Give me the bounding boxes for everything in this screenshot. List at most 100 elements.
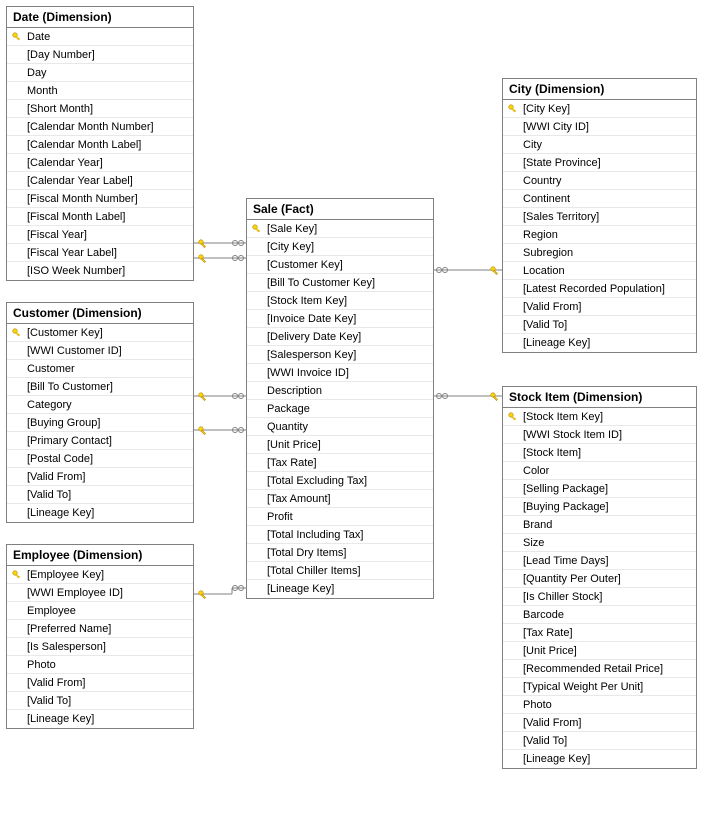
- table-header-city[interactable]: City (Dimension): [503, 79, 696, 100]
- table-column[interactable]: Day: [7, 64, 193, 82]
- table-column[interactable]: Category: [7, 396, 193, 414]
- table-column[interactable]: [Bill To Customer]: [7, 378, 193, 396]
- table-column[interactable]: [Recommended Retail Price]: [503, 660, 696, 678]
- table-column[interactable]: [Tax Rate]: [503, 624, 696, 642]
- table-column[interactable]: [Typical Weight Per Unit]: [503, 678, 696, 696]
- table-column[interactable]: [Selling Package]: [503, 480, 696, 498]
- table-column[interactable]: [Valid From]: [7, 674, 193, 692]
- table-column[interactable]: Customer: [7, 360, 193, 378]
- table-column[interactable]: [Bill To Customer Key]: [247, 274, 433, 292]
- table-city[interactable]: City (Dimension)[City Key][WWI City ID]C…: [502, 78, 697, 353]
- table-column[interactable]: [Lineage Key]: [7, 710, 193, 728]
- table-column[interactable]: [Delivery Date Key]: [247, 328, 433, 346]
- table-column[interactable]: Quantity: [247, 418, 433, 436]
- table-column[interactable]: [Buying Package]: [503, 498, 696, 516]
- table-column[interactable]: Size: [503, 534, 696, 552]
- table-column[interactable]: [Fiscal Year Label]: [7, 244, 193, 262]
- table-column[interactable]: [Total Dry Items]: [247, 544, 433, 562]
- table-column[interactable]: Photo: [503, 696, 696, 714]
- table-column[interactable]: [Valid From]: [503, 298, 696, 316]
- table-column[interactable]: [Lineage Key]: [503, 334, 696, 352]
- table-column[interactable]: Country: [503, 172, 696, 190]
- table-sale[interactable]: Sale (Fact)[Sale Key][City Key][Customer…: [246, 198, 434, 599]
- table-column[interactable]: Subregion: [503, 244, 696, 262]
- table-column[interactable]: Location: [503, 262, 696, 280]
- table-column[interactable]: [Sale Key]: [247, 220, 433, 238]
- table-column[interactable]: [Short Month]: [7, 100, 193, 118]
- table-column[interactable]: [Valid From]: [7, 468, 193, 486]
- table-column[interactable]: [WWI City ID]: [503, 118, 696, 136]
- table-column[interactable]: [WWI Customer ID]: [7, 342, 193, 360]
- table-column[interactable]: [Valid To]: [7, 692, 193, 710]
- table-customer[interactable]: Customer (Dimension)[Customer Key][WWI C…: [6, 302, 194, 523]
- table-column[interactable]: [Unit Price]: [503, 642, 696, 660]
- table-column[interactable]: [Total Including Tax]: [247, 526, 433, 544]
- table-column[interactable]: Employee: [7, 602, 193, 620]
- table-column[interactable]: [Primary Contact]: [7, 432, 193, 450]
- table-column[interactable]: [Postal Code]: [7, 450, 193, 468]
- table-column[interactable]: [Fiscal Year]: [7, 226, 193, 244]
- table-column[interactable]: [Fiscal Month Number]: [7, 190, 193, 208]
- table-column[interactable]: [Customer Key]: [247, 256, 433, 274]
- table-column[interactable]: Barcode: [503, 606, 696, 624]
- table-column[interactable]: [Quantity Per Outer]: [503, 570, 696, 588]
- table-column[interactable]: Profit: [247, 508, 433, 526]
- table-column[interactable]: [Lineage Key]: [7, 504, 193, 522]
- table-column[interactable]: Date: [7, 28, 193, 46]
- table-header-sale[interactable]: Sale (Fact): [247, 199, 433, 220]
- table-column[interactable]: [Calendar Month Label]: [7, 136, 193, 154]
- table-column[interactable]: [Unit Price]: [247, 436, 433, 454]
- table-column[interactable]: [Stock Item Key]: [247, 292, 433, 310]
- table-column[interactable]: [Lineage Key]: [503, 750, 696, 768]
- table-column[interactable]: [Lead Time Days]: [503, 552, 696, 570]
- table-column[interactable]: [Calendar Month Number]: [7, 118, 193, 136]
- table-header-employee[interactable]: Employee (Dimension): [7, 545, 193, 566]
- table-column[interactable]: [Day Number]: [7, 46, 193, 64]
- table-column[interactable]: [ISO Week Number]: [7, 262, 193, 280]
- table-column[interactable]: [Customer Key]: [7, 324, 193, 342]
- table-column[interactable]: [Stock Item Key]: [503, 408, 696, 426]
- table-column[interactable]: [Total Excluding Tax]: [247, 472, 433, 490]
- table-column[interactable]: [WWI Invoice ID]: [247, 364, 433, 382]
- table-header-stock[interactable]: Stock Item (Dimension): [503, 387, 696, 408]
- table-column[interactable]: Package: [247, 400, 433, 418]
- table-column[interactable]: [Total Chiller Items]: [247, 562, 433, 580]
- table-column[interactable]: [WWI Stock Item ID]: [503, 426, 696, 444]
- table-column[interactable]: City: [503, 136, 696, 154]
- table-column[interactable]: Color: [503, 462, 696, 480]
- table-column[interactable]: Brand: [503, 516, 696, 534]
- table-column[interactable]: [Is Salesperson]: [7, 638, 193, 656]
- table-column[interactable]: [Employee Key]: [7, 566, 193, 584]
- table-column[interactable]: [Stock Item]: [503, 444, 696, 462]
- table-column[interactable]: [Lineage Key]: [247, 580, 433, 598]
- table-column[interactable]: [Latest Recorded Population]: [503, 280, 696, 298]
- table-column[interactable]: [WWI Employee ID]: [7, 584, 193, 602]
- table-header-customer[interactable]: Customer (Dimension): [7, 303, 193, 324]
- table-column[interactable]: Continent: [503, 190, 696, 208]
- table-column[interactable]: [Calendar Year]: [7, 154, 193, 172]
- table-column[interactable]: [Valid To]: [7, 486, 193, 504]
- table-header-date[interactable]: Date (Dimension): [7, 7, 193, 28]
- table-column[interactable]: [Preferred Name]: [7, 620, 193, 638]
- table-column[interactable]: [Is Chiller Stock]: [503, 588, 696, 606]
- table-column[interactable]: [Valid To]: [503, 316, 696, 334]
- table-column[interactable]: [Fiscal Month Label]: [7, 208, 193, 226]
- table-column[interactable]: [Valid From]: [503, 714, 696, 732]
- table-column[interactable]: [Invoice Date Key]: [247, 310, 433, 328]
- table-column[interactable]: [Buying Group]: [7, 414, 193, 432]
- table-column[interactable]: Description: [247, 382, 433, 400]
- table-column[interactable]: [City Key]: [503, 100, 696, 118]
- table-column[interactable]: [Tax Amount]: [247, 490, 433, 508]
- table-column[interactable]: [Calendar Year Label]: [7, 172, 193, 190]
- table-column[interactable]: [Sales Territory]: [503, 208, 696, 226]
- table-column[interactable]: [Valid To]: [503, 732, 696, 750]
- table-stock[interactable]: Stock Item (Dimension)[Stock Item Key][W…: [502, 386, 697, 769]
- table-column[interactable]: [Tax Rate]: [247, 454, 433, 472]
- table-column[interactable]: Region: [503, 226, 696, 244]
- table-column[interactable]: Photo: [7, 656, 193, 674]
- table-column[interactable]: Month: [7, 82, 193, 100]
- table-column[interactable]: [City Key]: [247, 238, 433, 256]
- table-column[interactable]: [Salesperson Key]: [247, 346, 433, 364]
- table-date[interactable]: Date (Dimension)Date[Day Number]DayMonth…: [6, 6, 194, 281]
- table-column[interactable]: [State Province]: [503, 154, 696, 172]
